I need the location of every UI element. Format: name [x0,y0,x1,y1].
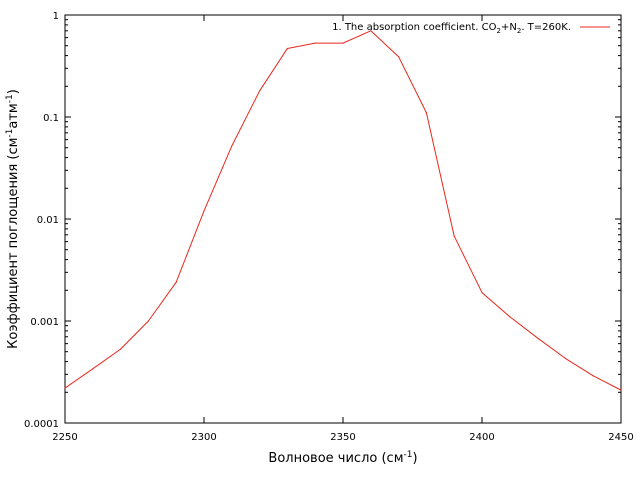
data-point [286,47,288,50]
data-point [564,357,567,359]
data-point [203,210,205,212]
y-tick-label: 0.01 [37,215,59,226]
x-tick-label: 2300 [191,432,216,443]
legend: 1. The absorption coefficient. CO2+N2. T… [332,22,610,35]
y-axis-title: Коэффициент поглощения (см-1атм-1) [5,89,21,349]
legend-text-part: . T=260K. [521,22,571,33]
data-point [509,316,511,318]
x-axis-title-tail: ) [412,451,417,466]
legend-label: 1. The absorption coefficient. CO2+N2. T… [332,22,571,35]
data-point [398,56,400,58]
data-point [453,235,455,237]
series-layer [64,30,622,391]
data-point [370,30,372,32]
data-point [537,337,539,339]
y-axis-title-sup: -1 [5,94,15,103]
legend-text-part: +N [501,22,517,33]
legend-subscript: 2 [497,27,501,35]
data-point [425,112,427,114]
legend-text-part: 1. The absorption coefficient. CO [332,22,497,33]
x-axis-title-text: Волновое число (см [268,451,403,466]
data-point [92,368,94,370]
x-tick-label: 2400 [469,432,494,443]
x-tick-label: 2250 [52,432,77,443]
data-point [147,320,149,322]
data-point [231,145,233,147]
y-tick-label: 0.1 [43,113,59,124]
series-line [64,30,622,391]
x-axis-title-sup: -1 [404,450,413,460]
data-point [592,375,594,377]
y-axis-title-text: ) [6,89,21,94]
data-point [314,42,316,44]
plot-frame [64,14,622,424]
data-point [175,281,177,283]
x-tick-label: 2450 [608,432,633,443]
ticks-layer: 2250 2300 2350 2400 2450 0.0001 0.001 0.01 0.1 1 [24,11,634,443]
y-axis-title-text: атм [6,103,21,128]
y-axis-title-text: Коэффициент поглощения (см [6,138,21,349]
data-point [481,291,483,294]
data-point [64,387,66,389]
x-tick-label: 2350 [330,432,355,443]
y-axis-title-sup: -1 [5,129,15,138]
data-point [342,42,344,44]
legend-subscript: 2 [517,27,521,35]
y-tick-label: 0.0001 [24,419,59,430]
data-point [259,90,261,92]
data-point [620,389,622,391]
x-axis-title: Волновое число (см-1) [268,450,417,466]
y-tick-label: 0.001 [30,317,59,328]
data-point [120,348,122,350]
y-tick-label: 1 [53,11,59,22]
